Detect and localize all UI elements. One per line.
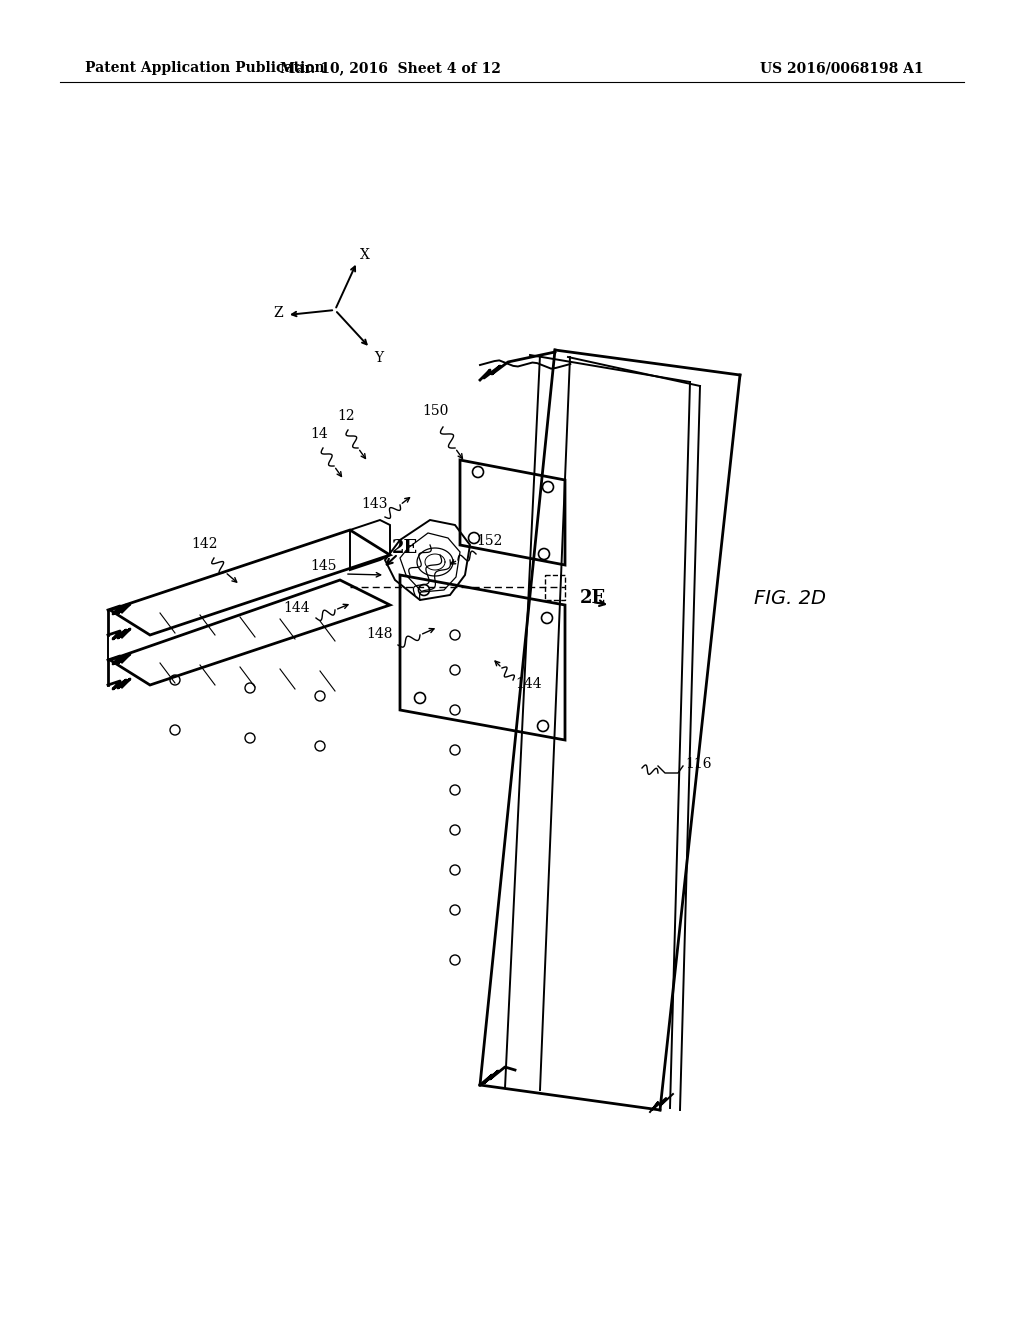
Text: 152: 152 — [476, 535, 503, 548]
Text: 2E: 2E — [392, 539, 418, 557]
Text: Patent Application Publication: Patent Application Publication — [85, 61, 325, 75]
Text: 14: 14 — [310, 426, 328, 441]
Text: 116: 116 — [685, 756, 712, 771]
Text: 150: 150 — [423, 404, 450, 418]
Text: 145: 145 — [310, 558, 337, 573]
Text: 12: 12 — [337, 409, 354, 422]
Text: 148: 148 — [367, 627, 393, 642]
Text: FIG. 2D: FIG. 2D — [754, 589, 826, 607]
Text: Z: Z — [273, 306, 283, 319]
Text: US 2016/0068198 A1: US 2016/0068198 A1 — [760, 61, 924, 75]
Text: 2E: 2E — [580, 589, 606, 607]
Text: X: X — [360, 248, 370, 261]
Text: 144: 144 — [515, 677, 542, 690]
Text: Y: Y — [374, 351, 383, 366]
Text: Mar. 10, 2016  Sheet 4 of 12: Mar. 10, 2016 Sheet 4 of 12 — [280, 61, 501, 75]
Text: 142: 142 — [191, 537, 218, 550]
Text: 143: 143 — [361, 498, 388, 511]
Text: 144: 144 — [284, 601, 310, 615]
